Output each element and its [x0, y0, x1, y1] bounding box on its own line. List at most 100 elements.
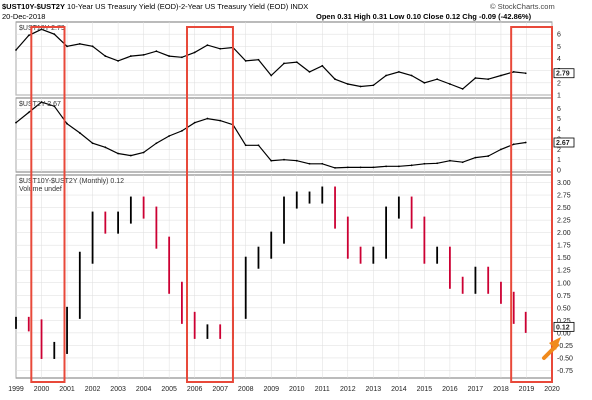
panel-frame: [15, 97, 553, 173]
data-point: [372, 166, 375, 169]
y-tick-label: 6: [557, 106, 561, 113]
data-point: [283, 158, 285, 161]
panel-title: $UST10Y 2.79: [19, 25, 65, 32]
data-point: [436, 78, 439, 81]
chart-date: 20-Dec-2018: [2, 12, 46, 21]
data-point: [500, 148, 502, 151]
panel-title: $UST10Y-$UST2Y (Monthly) 0.12: [19, 178, 124, 185]
y-tick-label: 2.50: [557, 205, 571, 212]
x-tick-label: 2003: [110, 386, 126, 393]
data-point: [359, 166, 362, 169]
data-point: [321, 162, 324, 165]
data-point: [206, 44, 209, 47]
data-point: [142, 151, 145, 154]
data-point: [219, 47, 222, 50]
data-point: [206, 117, 209, 120]
y-tick-label: 2.25: [557, 218, 571, 225]
data-point: [487, 78, 490, 81]
data-point: [104, 146, 107, 149]
y-tick-label: 1.25: [557, 268, 571, 275]
data-point: [359, 85, 362, 88]
exchange-label: INDX: [290, 2, 309, 11]
y-tick-label: 5: [557, 44, 561, 51]
data-point: [474, 77, 477, 79]
highlight-box: [186, 26, 234, 383]
y-tick-label: 0.00: [557, 330, 571, 337]
data-point: [334, 78, 336, 81]
data-point: [461, 161, 464, 164]
x-tick-label: 2009: [263, 386, 279, 393]
y-tick-label: 2.00: [557, 230, 571, 237]
data-point: [40, 28, 43, 31]
data-point: [436, 162, 439, 165]
chart-header-title: $UST10Y-$UST2Y 10-Year US Treasury Yield…: [2, 2, 308, 11]
last-value-label: 0.12: [556, 324, 570, 331]
x-tick-label: 2001: [59, 386, 75, 393]
data-point: [78, 132, 81, 134]
data-point: [295, 61, 298, 64]
x-tick-label: 2013: [366, 386, 382, 393]
data-point: [474, 156, 477, 159]
last-value-box: [553, 321, 575, 332]
y-tick-label: 3.00: [557, 180, 571, 187]
x-tick-label: 2008: [238, 386, 254, 393]
x-tick-label: 2010: [289, 386, 305, 393]
y-tick-label: 4: [557, 126, 561, 133]
data-point: [142, 53, 145, 56]
data-point: [487, 155, 490, 157]
y-tick-label: 4: [557, 56, 561, 63]
last-value-label: 2.67: [556, 140, 570, 147]
y-tick-label: 0.25: [557, 318, 571, 325]
data-point: [270, 159, 273, 162]
ohlc-readout: Open 0.31 High 0.31 Low 0.10 Close 0.12 …: [316, 12, 532, 21]
y-tick-label: 2: [557, 80, 561, 87]
data-point: [524, 141, 527, 144]
last-value-box: [553, 137, 575, 148]
data-point: [461, 88, 464, 90]
x-tick-label: 2000: [34, 386, 50, 393]
data-point: [500, 74, 502, 77]
x-tick-label: 2006: [187, 386, 203, 393]
data-point: [334, 166, 336, 169]
x-tick-label: 2016: [442, 386, 458, 393]
x-tick-label: 2020: [544, 386, 560, 393]
data-point: [129, 154, 132, 157]
x-tick-label: 2015: [417, 386, 433, 393]
x-tick-label: 2012: [340, 386, 356, 393]
data-point: [410, 164, 413, 167]
panel-title: $UST2Y 2.67: [19, 101, 61, 108]
data-point: [397, 165, 400, 168]
data-point: [155, 50, 158, 53]
data-point: [423, 81, 426, 84]
y-tick-label: -0.50: [557, 355, 573, 362]
data-point: [168, 135, 171, 137]
data-point: [155, 142, 158, 145]
data-point: [117, 152, 119, 155]
data-point: [104, 55, 107, 57]
data-point: [308, 162, 311, 165]
data-point: [66, 122, 68, 125]
x-tick-label: 2018: [493, 386, 509, 393]
y-tick-label: 0.50: [557, 305, 571, 312]
y-tick-label: 0: [557, 167, 561, 174]
data-point: [385, 74, 387, 77]
data-point: [91, 45, 94, 48]
x-tick-label: 2004: [136, 386, 152, 393]
data-point: [219, 119, 222, 122]
data-point: [449, 83, 451, 85]
data-point: [193, 121, 196, 124]
x-tick-label: 2017: [468, 386, 484, 393]
data-point: [423, 162, 426, 165]
data-point: [270, 74, 273, 77]
data-point: [117, 60, 119, 62]
panel-subtitle: Volume undef: [19, 186, 62, 193]
highlight-box: [30, 26, 66, 383]
x-tick-label: 2005: [161, 386, 177, 393]
y-tick-label: 1.75: [557, 243, 571, 250]
data-point: [410, 74, 413, 77]
x-tick-label: 2007: [212, 386, 228, 393]
data-point: [181, 129, 183, 132]
data-point: [53, 105, 56, 108]
highlight-box: [510, 26, 553, 383]
